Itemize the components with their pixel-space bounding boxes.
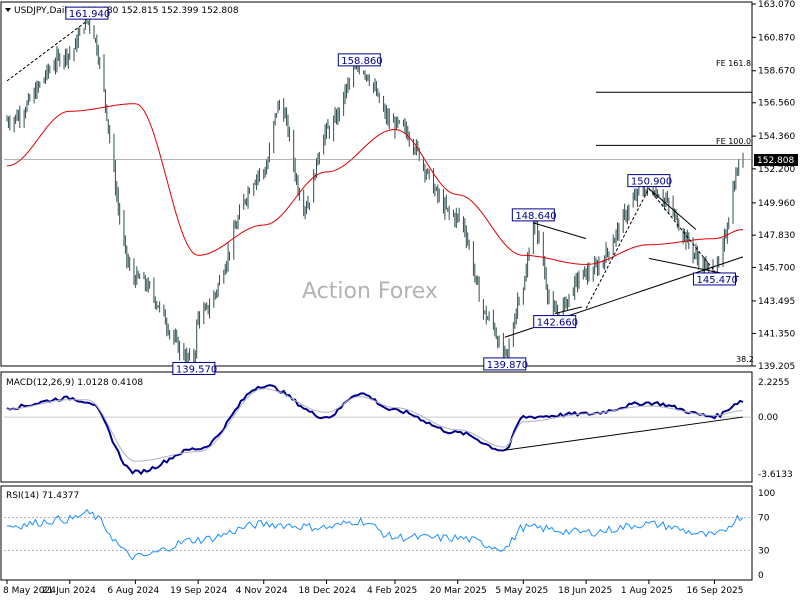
symbol-name: USDJPY,Daily <box>14 6 73 16</box>
signal-line <box>6 388 744 462</box>
price-y-tick: 158.670 <box>758 67 795 77</box>
triangle-upper-line <box>533 222 587 240</box>
price-y-tick: 163.070 <box>758 0 795 10</box>
rally-dash-line <box>585 188 650 309</box>
price-y-tick: 154.360 <box>758 132 795 142</box>
price-label-box <box>65 6 109 20</box>
price-label-box <box>511 208 555 222</box>
current-price-label: 152.808 <box>757 156 794 166</box>
current-price-marker: 152.808 <box>754 154 798 166</box>
date-x-tick: 6 Aug 2024 <box>107 586 159 596</box>
macd-y-tick: 2.2255 <box>758 378 790 388</box>
date-x-tick: 1 Aug 2025 <box>621 586 673 596</box>
macd-y-tick: -3.6133 <box>758 470 793 480</box>
price-label-box <box>172 361 216 375</box>
price-label-box <box>483 357 527 371</box>
fe-100-label: FE 100.0 <box>716 137 751 146</box>
price-y-tick: 139.205 <box>758 362 795 372</box>
dashed-trend-line <box>6 20 88 82</box>
date-x-tick: 21 Jun 2024 <box>42 586 96 596</box>
price-label: 145.470 <box>696 275 737 286</box>
price-y-tick: 141.350 <box>758 329 795 339</box>
date-x-tick: 4 Feb 2025 <box>367 586 417 596</box>
rsi-pane <box>4 508 752 561</box>
pane-frame <box>0 1 753 367</box>
pane-frames <box>0 1 753 581</box>
macd-trend-line <box>504 416 744 451</box>
rsi-y-tick: 0 <box>758 571 764 581</box>
date-x-tick: 18 Jun 2025 <box>558 586 612 596</box>
axes: 163.070 160.870 158.670 156.560 154.360 152.2… <box>3 0 795 596</box>
date-x-tick: 5 May 2025 <box>495 586 548 596</box>
date-x-tick: 8 May 2024 <box>3 586 56 596</box>
price-label-box <box>692 272 736 286</box>
rsi-header: RSI(14) 71.4377 <box>6 491 79 501</box>
date-x-tick: 19 Sep 2024 <box>170 586 227 596</box>
price-y-tick: 156.560 <box>758 99 795 109</box>
price-pane: 161.940 139.570 158.860 148.640 139.870 142.6… <box>4 6 752 375</box>
symbol-header: USDJPY,Daily 152.680 152.815 152.399 152… <box>14 6 239 16</box>
rsi-line <box>6 508 744 561</box>
price-y-tick: 145.700 <box>758 263 795 273</box>
ohlc-values: 152.680 152.815 152.399 152.808 <box>81 6 239 16</box>
macd-line <box>6 384 744 476</box>
rsi-y-tick: 30 <box>758 546 770 556</box>
wedge-upper-line <box>648 188 697 230</box>
macd-header: MACD(12,26,9) 1.0128 0.4108 <box>6 378 143 388</box>
price-y-tick: 147.830 <box>758 231 795 241</box>
macd-y-tick: 0.00 <box>758 413 778 423</box>
price-label: 142.660 <box>537 318 578 329</box>
collapse-triangle-icon[interactable] <box>5 8 11 12</box>
pane-frame <box>0 371 753 483</box>
rsi-y-tick: 70 <box>758 514 770 524</box>
price-y-tick: 149.960 <box>758 199 795 209</box>
price-label: 158.860 <box>341 56 382 67</box>
price-label-box <box>627 174 671 188</box>
price-label: 148.640 <box>515 211 556 222</box>
date-x-tick: 18 Dec 2024 <box>299 586 357 596</box>
price-label: 139.570 <box>176 364 217 375</box>
price-label: 150.900 <box>631 177 672 188</box>
pane-frame <box>0 485 753 581</box>
fib-38-label: 38.2 <box>736 355 754 364</box>
price-label: 139.870 <box>487 360 528 371</box>
date-x-tick: 4 Nov 2024 <box>236 586 288 596</box>
moving-average-line <box>6 103 744 265</box>
fe-161-label: FE 161.8 <box>716 59 751 68</box>
price-label: 161.940 <box>69 9 110 20</box>
price-y-tick: 143.495 <box>758 297 795 307</box>
watermark: Action Forex <box>302 279 438 304</box>
macd-pane <box>4 384 752 476</box>
date-x-tick: 16 Sep 2025 <box>686 586 743 596</box>
price-y-tick: 152.200 <box>758 165 795 175</box>
date-x-tick: 20 Mar 2025 <box>430 586 487 596</box>
price-label-box <box>337 53 381 67</box>
price-label-box <box>533 315 577 329</box>
pullback-dash-line <box>648 188 715 272</box>
rsi-y-tick: 100 <box>758 489 775 499</box>
price-y-tick: 160.870 <box>758 33 795 43</box>
triangle-lower-line <box>554 306 582 315</box>
